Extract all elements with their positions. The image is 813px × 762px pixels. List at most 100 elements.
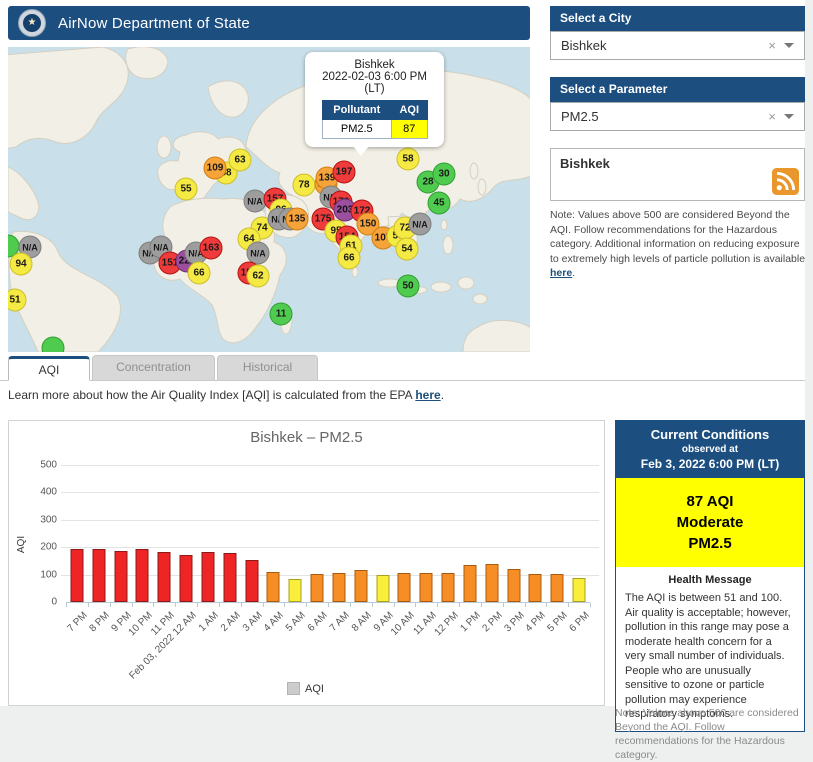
x-tick xyxy=(502,603,504,607)
world-map[interactable]: N/A9451555810963N/AN/AN/A151222N/A163667… xyxy=(8,47,530,352)
aqi-bar-8-pm[interactable] xyxy=(92,549,106,602)
map-marker[interactable]: 63 xyxy=(228,148,252,172)
aqi-bar-4-pm[interactable] xyxy=(528,574,542,602)
map-marker[interactable]: N/A xyxy=(246,241,270,265)
aqi-bar-10-am[interactable] xyxy=(397,573,411,602)
tab-aqi[interactable]: AQI xyxy=(8,356,90,381)
aqi-bar-12-pm[interactable] xyxy=(441,573,455,602)
aqi-bar-1-am[interactable] xyxy=(201,552,215,602)
map-marker[interactable]: 54 xyxy=(395,237,419,261)
x-tick xyxy=(87,603,89,607)
map-marker[interactable]: 94 xyxy=(9,252,33,276)
x-tick xyxy=(437,603,439,607)
map-marker[interactable]: 51 xyxy=(8,288,27,312)
x-tick xyxy=(262,603,264,607)
learn-more-text: Learn more about how the Air Quality Ind… xyxy=(8,388,445,402)
parameter-select[interactable]: PM2.5 × xyxy=(550,102,805,131)
conditions-category: Moderate xyxy=(676,514,744,531)
aqi-bar-11-am[interactable] xyxy=(419,572,433,602)
map-marker[interactable]: 58 xyxy=(396,147,420,171)
aqi-bar-8-am[interactable] xyxy=(354,570,368,602)
x-tick xyxy=(306,603,308,607)
map-marker[interactable]: 62 xyxy=(246,264,270,288)
legend-swatch xyxy=(287,682,300,695)
x-tick xyxy=(197,603,198,607)
gridline xyxy=(61,547,599,549)
x-tick-label: 5 PM xyxy=(545,610,571,635)
epa-here-link[interactable]: here xyxy=(415,388,441,402)
x-tick xyxy=(546,603,548,607)
aqi-bar-5-pm[interactable] xyxy=(550,573,564,602)
city-select[interactable]: Bishkek × xyxy=(550,31,805,60)
map-marker[interactable]: 45 xyxy=(427,191,451,215)
x-tick xyxy=(349,603,351,607)
tab-concentration[interactable]: Concentration xyxy=(92,355,215,380)
map-marker[interactable]: 11 xyxy=(269,302,293,326)
aqi-bar-2-am[interactable] xyxy=(223,553,237,602)
x-tick-label: 6 AM xyxy=(305,610,330,634)
map-marker[interactable]: N/A xyxy=(408,212,432,236)
aqi-bar-10-pm[interactable] xyxy=(135,549,149,602)
x-tick-label: 1 PM xyxy=(458,610,483,635)
parameter-caret-icon[interactable] xyxy=(784,114,794,119)
x-tick-label: 10 AM xyxy=(389,610,418,638)
x-tick xyxy=(568,603,570,607)
aqi-bar-11-pm[interactable] xyxy=(157,551,171,602)
conditions-title: Current Conditions xyxy=(650,427,770,442)
city-select-value: Bishkek xyxy=(561,38,607,53)
map-marker[interactable]: 109 xyxy=(203,156,227,180)
conditions-aqi-box: 87 AQI Moderate PM2.5 xyxy=(616,478,804,567)
x-tick xyxy=(371,603,373,607)
aqi-bar-7-am[interactable] xyxy=(332,572,346,602)
x-tick xyxy=(175,603,177,607)
chart-legend: AQI xyxy=(287,682,324,695)
map-marker[interactable]: 66 xyxy=(187,261,211,285)
aqi-bar-6-am[interactable] xyxy=(310,574,324,602)
aqi-bar-3-am[interactable] xyxy=(245,560,259,602)
map-marker[interactable]: 50 xyxy=(396,274,420,298)
map-marker[interactable]: 30 xyxy=(432,162,456,186)
conditions-datetime: Feb 3, 2022 6:00 PM (LT) xyxy=(640,457,780,471)
aqi-bar-9-pm[interactable] xyxy=(114,551,128,602)
parameter-clear-icon[interactable]: × xyxy=(768,109,776,124)
rss-icon[interactable] xyxy=(772,168,799,195)
aqi-bar-4-am[interactable] xyxy=(266,571,280,602)
aqi-bar-5-am[interactable] xyxy=(288,578,302,602)
y-tick-label: 0 xyxy=(51,596,57,608)
x-tick-label: 12 PM xyxy=(432,610,461,639)
city-caret-icon[interactable] xyxy=(784,43,794,48)
map-marker[interactable]: 66 xyxy=(337,246,361,270)
aqi-bar-2-pm[interactable] xyxy=(485,564,499,602)
x-tick xyxy=(284,603,286,607)
x-tick-label: 7 AM xyxy=(327,610,352,634)
map-marker[interactable]: 163 xyxy=(199,236,223,260)
aqi-bar-6-pm[interactable] xyxy=(572,578,586,602)
x-tick-label: 8 AM xyxy=(349,610,374,634)
city-clear-icon[interactable]: × xyxy=(768,38,776,53)
note-here-link[interactable]: here xyxy=(550,267,573,279)
sidebar-note: Note: Values above 500 are considered Be… xyxy=(550,209,806,279)
x-tick xyxy=(240,603,242,607)
aqi-bar-feb-03-2022-12-am[interactable] xyxy=(179,555,193,602)
aqi-bar-1-pm[interactable] xyxy=(463,565,477,602)
select-city-header: Select a City xyxy=(550,6,805,31)
tooltip-col-pollutant: Pollutant xyxy=(321,100,393,120)
aqi-bar-9-am[interactable] xyxy=(376,575,390,602)
map-marker[interactable]: 197 xyxy=(332,160,356,184)
health-message-text: The AQI is between 51 and 100. Air quali… xyxy=(625,592,791,720)
health-message-title: Health Message xyxy=(668,574,752,586)
map-marker[interactable]: 135 xyxy=(285,207,309,231)
map-marker[interactable] xyxy=(41,336,65,352)
current-conditions-panel: Current Conditions observed at Feb 3, 20… xyxy=(615,420,805,732)
x-tick-label: 8 PM xyxy=(87,610,112,635)
tab-historical[interactable]: Historical xyxy=(217,355,318,380)
dos-seal-icon: ★ xyxy=(18,9,46,37)
tooltip-table: Pollutant AQI PM2.5 87 xyxy=(321,100,428,139)
tooltip-aqi-value: 87 xyxy=(391,119,428,139)
map-marker[interactable]: 78 xyxy=(292,173,316,197)
aqi-bar-3-pm[interactable] xyxy=(507,569,521,602)
map-marker[interactable]: 55 xyxy=(174,177,198,201)
tooltip-col-aqi: AQI xyxy=(391,100,428,120)
aqi-bar-7-pm[interactable] xyxy=(70,548,84,602)
gridline xyxy=(61,574,599,576)
